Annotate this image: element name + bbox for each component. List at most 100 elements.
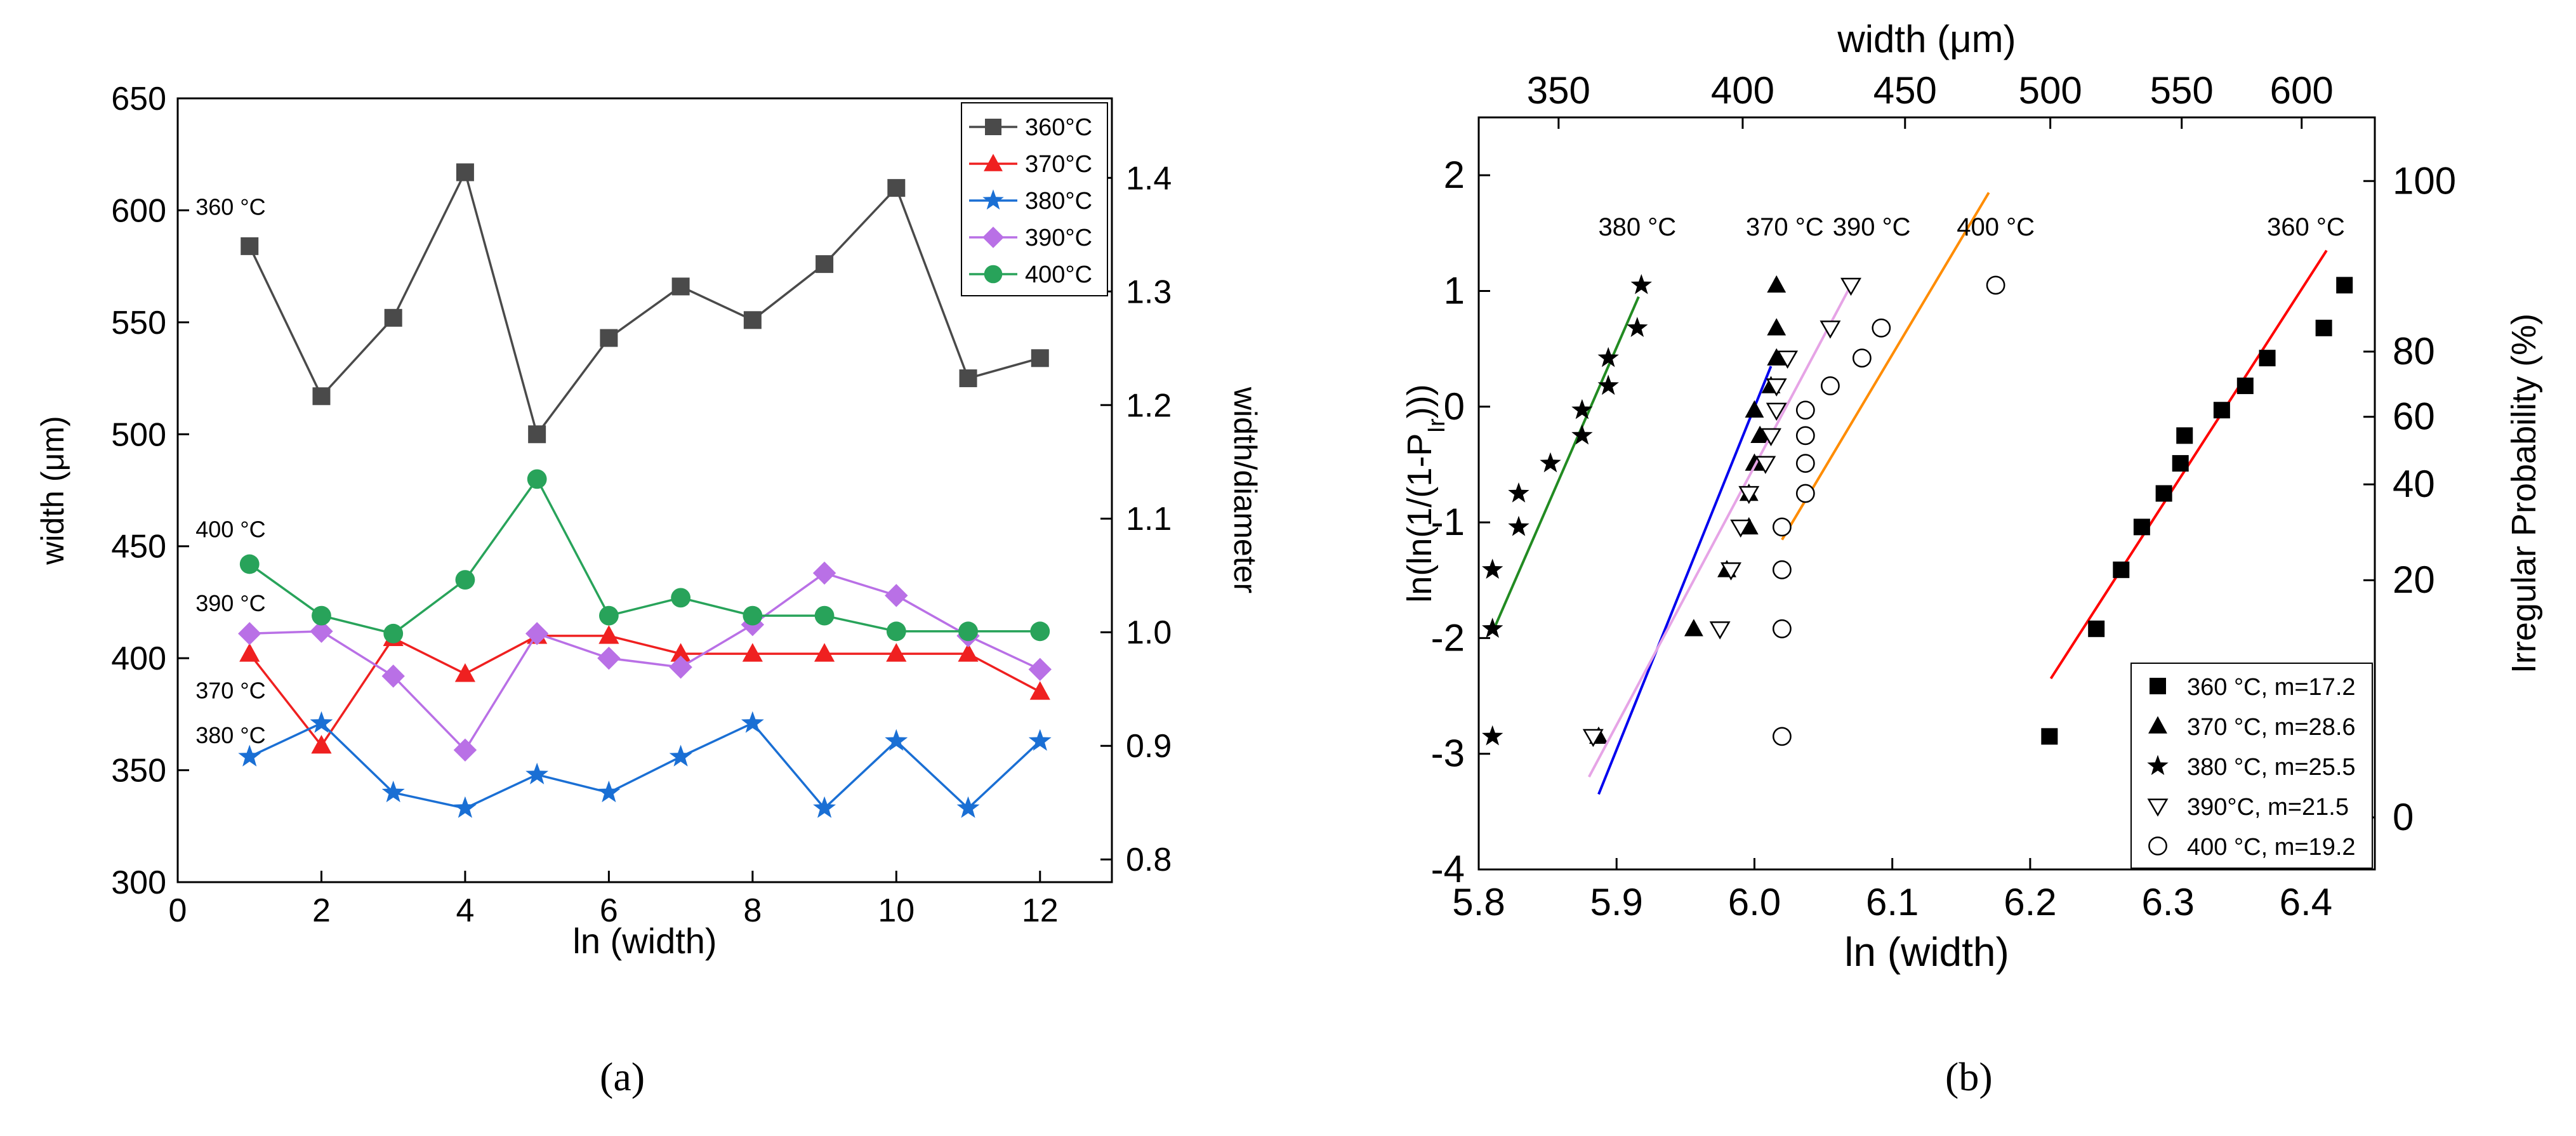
data-point-a xyxy=(669,656,692,679)
y-tick-label-b: 1 xyxy=(1444,269,1465,312)
x2-tick-label-b: 350 xyxy=(1527,69,1590,112)
data-point-a xyxy=(1028,657,1052,681)
data-point-b xyxy=(2176,427,2193,444)
x2-axis-label-b: width (μm) xyxy=(1837,18,2016,60)
fit-line-b xyxy=(1491,296,1640,633)
data-point-b xyxy=(1750,425,1770,444)
fit-line-b xyxy=(1588,284,1853,778)
data-point-a xyxy=(239,554,260,574)
data-point-a xyxy=(384,308,402,327)
y2-tick-label-b: 0 xyxy=(2393,796,2414,838)
data-point-a xyxy=(454,663,476,682)
x-tick-label-b: 5.9 xyxy=(1590,881,1643,923)
annotation-b: 380 °C xyxy=(1598,213,1676,241)
y2-tick-label-a: 0.8 xyxy=(1126,842,1172,878)
annotation-a: 380 °C xyxy=(195,722,265,748)
series-2-b xyxy=(1482,274,1652,746)
y2-tick-label-b: 60 xyxy=(2393,395,2435,438)
plot-frame-a xyxy=(176,97,1113,883)
data-point-b xyxy=(1840,277,1861,296)
legend-label-b: 390°C, m=21.5 xyxy=(2187,794,2349,821)
y2-tick-label-b: 100 xyxy=(2393,159,2456,202)
data-point-a xyxy=(381,664,405,688)
data-point-b xyxy=(2236,377,2254,394)
y-tick-label-a: 300 xyxy=(111,864,166,901)
data-point-b xyxy=(1627,317,1648,337)
annotation-a: 360 °C xyxy=(195,194,265,220)
y-tick-label-a: 550 xyxy=(111,305,166,341)
data-point-b xyxy=(1853,348,1872,368)
y-tick-label-b: 2 xyxy=(1444,154,1465,196)
legend-a: 360°C 370°C 380°C 390°C 400°C xyxy=(961,102,1108,296)
data-point-a xyxy=(241,237,259,255)
legend-label-a: 360°C xyxy=(1025,114,1092,141)
data-point-a xyxy=(600,329,618,347)
legend-label-b: 360 °C, m=17.2 xyxy=(2187,674,2356,701)
data-point-b xyxy=(1721,562,1742,581)
data-point-a xyxy=(381,781,405,803)
y-tick-label-a: 400 xyxy=(111,640,166,677)
data-point-a xyxy=(814,643,835,662)
data-point-a xyxy=(671,588,691,608)
data-point-a xyxy=(453,738,477,762)
legend-marker-a xyxy=(985,119,1001,135)
data-point-a xyxy=(238,622,261,645)
data-point-b xyxy=(2336,277,2353,294)
annotation-b: 370 °C xyxy=(1746,213,1824,241)
data-point-a xyxy=(671,277,690,296)
data-point-b xyxy=(1571,424,1593,445)
fit-line-b xyxy=(2049,249,2328,680)
y-axis-label-a: width (μm) xyxy=(35,416,70,565)
y2-tick-label-b: 80 xyxy=(2393,330,2435,373)
data-point-a xyxy=(958,621,978,642)
y-tick-label-a: 600 xyxy=(111,192,166,229)
data-point-b xyxy=(1773,619,1792,638)
data-point-a xyxy=(598,625,619,644)
y2-tick-label-b: 40 xyxy=(2393,463,2435,505)
x2-tick-label-b: 450 xyxy=(1873,69,1937,112)
legend-marker-b xyxy=(2147,798,2169,817)
data-point-b xyxy=(2088,620,2105,637)
data-point-a xyxy=(1030,621,1050,642)
data-point-b xyxy=(1986,275,2005,295)
plot-frame-b xyxy=(1477,116,2376,871)
data-point-a xyxy=(958,643,979,662)
data-point-b xyxy=(1767,318,1787,336)
data-point-a xyxy=(886,621,906,642)
y-tick-label-b: -4 xyxy=(1431,848,1465,890)
fit-line-b xyxy=(1597,366,1773,795)
data-point-a xyxy=(814,605,835,626)
legend-marker-b xyxy=(2148,716,2167,734)
x-tick-label-a: 8 xyxy=(743,892,762,929)
data-point-a xyxy=(742,643,763,662)
data-point-a xyxy=(527,469,547,489)
x2-tick-label-b: 600 xyxy=(2270,69,2334,112)
legend-b: 360 °C, m=17.2 370 °C, m=28.6 380 °C, m=25… xyxy=(2130,663,2373,869)
data-point-a xyxy=(812,561,836,585)
x-tick-label-b: 6.4 xyxy=(2280,881,2332,923)
annotation-b: 400 °C xyxy=(1957,213,2035,241)
data-point-a xyxy=(456,163,474,182)
legend-marker-a xyxy=(984,265,1003,284)
data-point-b xyxy=(1709,621,1731,640)
data-point-b xyxy=(2315,319,2332,336)
data-point-b xyxy=(1821,376,1840,395)
x-tick-label-a: 6 xyxy=(600,892,618,929)
data-point-b xyxy=(1767,348,1787,366)
data-point-a xyxy=(311,734,332,754)
y2-tick-label-a: 1.4 xyxy=(1126,160,1172,197)
y-tick-label-a: 350 xyxy=(111,753,166,789)
data-point-a xyxy=(670,643,691,662)
data-point-a xyxy=(1031,349,1049,367)
series-3-b xyxy=(1582,277,1861,778)
data-point-b xyxy=(1820,320,1841,339)
x-tick-label-b: 6.3 xyxy=(2141,881,2194,923)
series-3-a xyxy=(238,561,1052,762)
data-point-b xyxy=(1795,426,1815,446)
data-point-b xyxy=(1571,399,1593,419)
data-point-a xyxy=(525,622,549,645)
data-point-a xyxy=(885,729,908,751)
series-2-a xyxy=(238,711,1052,818)
data-point-a xyxy=(239,643,260,662)
y2-tick-label-a: 1.0 xyxy=(1126,614,1172,651)
